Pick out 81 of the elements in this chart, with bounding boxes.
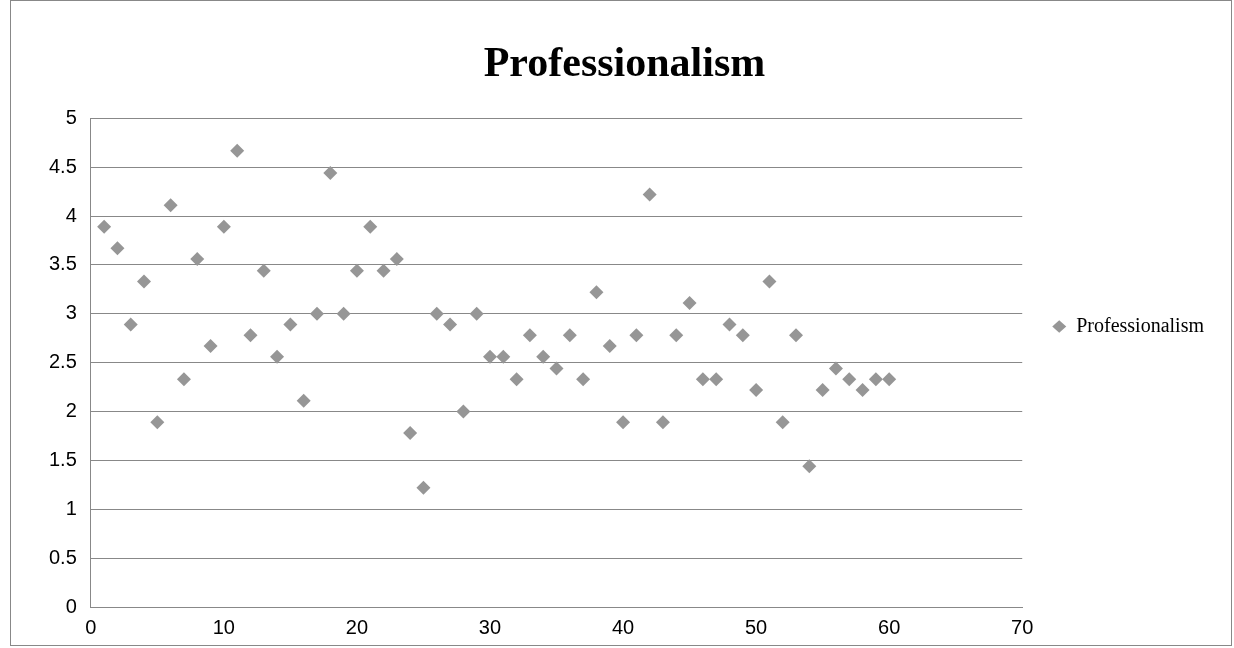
- point: [376, 263, 391, 278]
- point: [815, 383, 830, 398]
- point: [190, 252, 205, 267]
- point: [323, 166, 338, 181]
- point: [789, 328, 804, 343]
- point: [496, 349, 511, 364]
- point: [522, 328, 537, 343]
- point: [97, 219, 112, 234]
- y-tick-label: 0: [65, 594, 77, 617]
- point: [549, 361, 564, 376]
- y-tick-label: 2.5: [48, 350, 77, 373]
- point: [216, 219, 231, 234]
- x-tick-label: 60: [878, 615, 901, 638]
- x-tick-label: 50: [744, 615, 768, 638]
- point: [429, 306, 444, 321]
- point: [775, 415, 790, 430]
- point: [336, 306, 351, 321]
- point: [389, 252, 404, 267]
- x-tick-label: 70: [1011, 615, 1034, 638]
- point: [855, 383, 870, 398]
- point: [349, 263, 364, 278]
- point: [123, 317, 138, 332]
- point: [482, 349, 497, 364]
- point: [589, 285, 604, 300]
- y-tick-label: 2: [65, 399, 77, 422]
- y-tick-label: 3.5: [48, 252, 77, 275]
- point: [735, 328, 750, 343]
- point: [709, 372, 724, 387]
- point: [802, 459, 817, 474]
- point: [416, 480, 431, 495]
- point: [469, 306, 484, 321]
- point: [749, 383, 764, 398]
- point: [509, 372, 524, 387]
- point: [616, 415, 631, 430]
- point: [562, 328, 577, 343]
- point: [296, 393, 311, 408]
- point: [842, 372, 857, 387]
- point: [163, 198, 178, 213]
- x-tick-label: 30: [478, 615, 502, 638]
- y-tick-label: 3: [65, 301, 77, 324]
- point: [695, 372, 710, 387]
- point: [576, 372, 591, 387]
- point: [403, 426, 418, 441]
- point: [536, 349, 551, 364]
- point: [243, 328, 258, 343]
- y-tick-label: 4: [65, 203, 77, 226]
- x-tick-label: 20: [345, 615, 369, 638]
- point: [629, 328, 644, 343]
- point: [762, 274, 777, 289]
- point: [443, 317, 458, 332]
- point: [456, 404, 471, 419]
- y-tick-label: 5: [65, 105, 77, 128]
- y-tick-label: 0.5: [48, 545, 77, 568]
- x-tick-label: 0: [85, 615, 97, 638]
- y-tick-label: 1.5: [48, 447, 77, 470]
- point: [137, 274, 152, 289]
- point: [230, 143, 245, 158]
- point: [882, 372, 897, 387]
- point: [669, 328, 684, 343]
- point: [682, 296, 697, 311]
- point: [176, 372, 191, 387]
- y-tick-label: 4.5: [48, 154, 77, 177]
- y-tick-label: 1: [65, 496, 77, 519]
- chart-title: Professionalism: [483, 39, 766, 86]
- x-tick-label: 40: [611, 615, 635, 638]
- point: [722, 317, 737, 332]
- point: [150, 415, 165, 430]
- point: [868, 372, 883, 387]
- point: [110, 241, 125, 256]
- legend-label: Professionalism: [1076, 313, 1205, 336]
- x-tick-label: 10: [212, 615, 235, 638]
- point: [256, 263, 271, 278]
- point: [642, 187, 657, 202]
- point: [270, 349, 285, 364]
- point: [283, 317, 298, 332]
- point: [828, 361, 843, 376]
- point: [655, 415, 670, 430]
- point: [363, 219, 378, 234]
- point: [203, 339, 218, 354]
- point: [602, 339, 617, 354]
- point: [310, 306, 325, 321]
